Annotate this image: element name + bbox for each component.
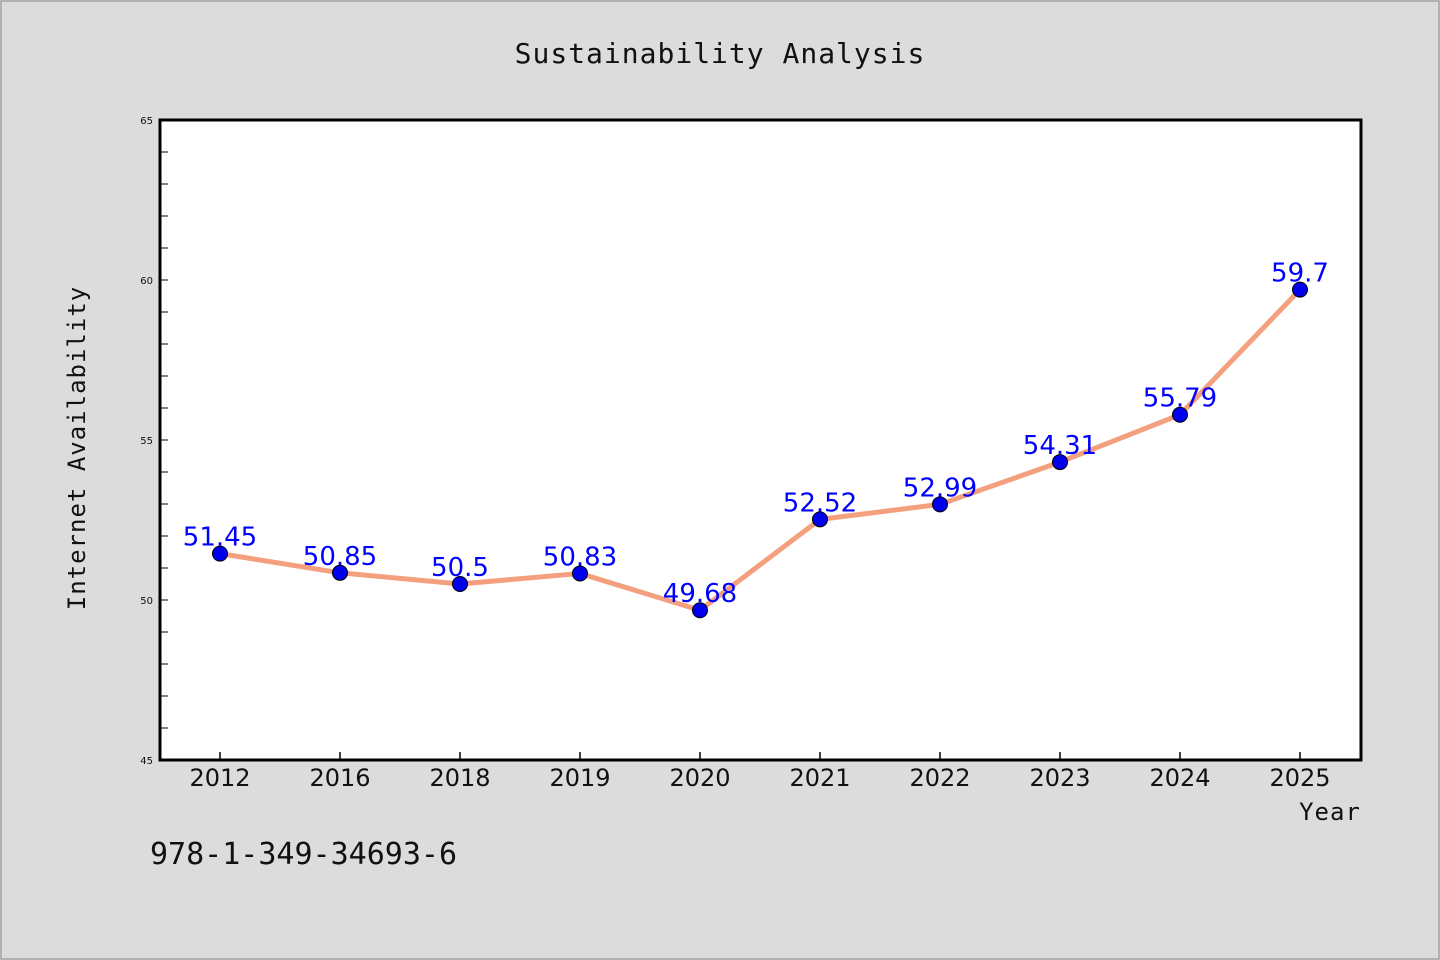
y-tick-label: 45 xyxy=(140,756,153,767)
data-label: 50.85 xyxy=(303,542,377,572)
data-label: 52.52 xyxy=(783,488,857,518)
chart-title: Sustainability Analysis xyxy=(515,37,926,70)
data-point xyxy=(812,511,828,528)
x-axis-label: Year xyxy=(1299,798,1361,826)
x-tick-label: 2021 xyxy=(789,764,850,792)
data-label: 52.99 xyxy=(903,473,977,503)
series-line xyxy=(217,287,1303,613)
plot-frame xyxy=(158,118,1363,762)
data-point xyxy=(1292,281,1308,298)
y-tick-label: 50 xyxy=(140,596,153,607)
y-tick-label: 55 xyxy=(140,436,153,447)
data-label: 55.79 xyxy=(1143,384,1217,414)
chart-marks: 45 50 55 60 65 2012 2016 2018 2019 2020 2021 2022 20… xyxy=(140,116,1330,792)
footnote-text: 978-1-349-34693-6 xyxy=(150,837,457,872)
data-point xyxy=(1172,406,1188,423)
data-label: 50.5 xyxy=(431,553,489,583)
data-point xyxy=(932,496,948,513)
x-tick-label: 2019 xyxy=(549,764,610,792)
data-point xyxy=(572,565,588,582)
x-tick-label: 2018 xyxy=(429,764,490,792)
y-axis-label: Internet Availability xyxy=(63,286,91,610)
data-point xyxy=(1052,454,1068,471)
x-tick-label: 2020 xyxy=(669,764,730,792)
x-tick-label: 2016 xyxy=(309,764,370,792)
data-label: 49.68 xyxy=(663,579,737,609)
data-label: 51.45 xyxy=(183,523,257,553)
data-point xyxy=(212,545,228,562)
x-tick-label: 2023 xyxy=(1029,764,1090,792)
plot-area xyxy=(160,120,1361,760)
x-tick-label: 2022 xyxy=(909,764,970,792)
data-point xyxy=(692,602,708,619)
data-label: 54.31 xyxy=(1023,431,1097,461)
data-label: 59.7 xyxy=(1271,259,1329,289)
x-tick-label: 2025 xyxy=(1269,764,1330,792)
x-tick-label: 2024 xyxy=(1149,764,1210,792)
data-label: 50.83 xyxy=(543,542,617,572)
y-tick-label: 60 xyxy=(140,276,153,287)
y-tick-label: 65 xyxy=(140,116,153,127)
data-point xyxy=(452,576,468,592)
data-point xyxy=(332,564,348,581)
x-tick-label: 2012 xyxy=(189,764,250,792)
